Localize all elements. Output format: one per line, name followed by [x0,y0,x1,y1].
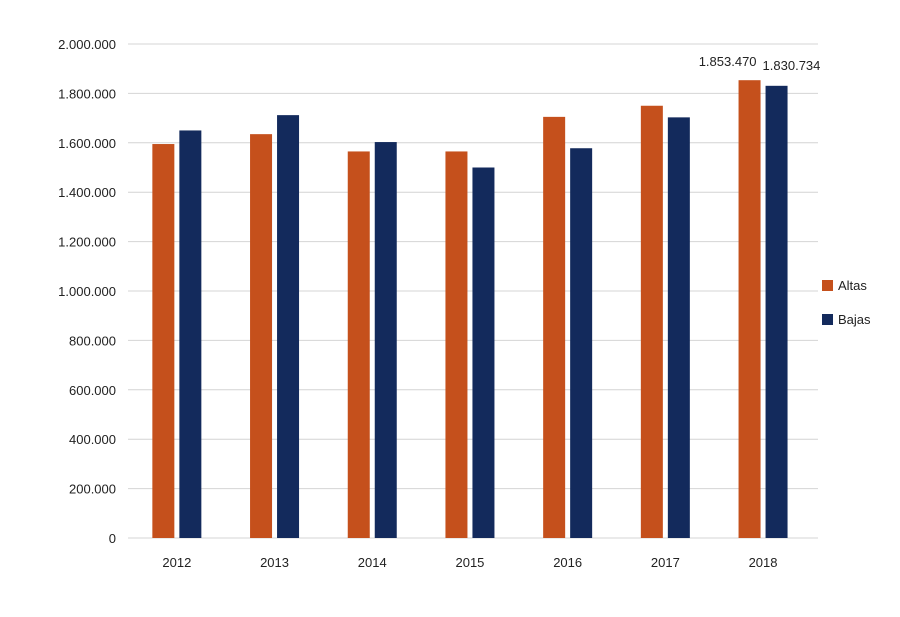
legend-swatch-altas [822,280,833,291]
y-tick-label: 1.800.000 [58,86,116,101]
bar-bajas-2016 [570,148,593,538]
x-tick-label: 2013 [260,555,289,570]
y-tick-label: 600.000 [69,383,116,398]
bar-altas-2015 [445,151,468,538]
y-tick-label: 1.400.000 [58,185,116,200]
bar-altas-2014 [347,151,370,538]
y-tick-label: 200.000 [69,482,116,497]
bars [152,80,788,539]
x-axis-ticks: 2012 2013 2014 2015 2016 2017 2018 [162,555,777,570]
y-tick-label: 1.000.000 [58,284,116,299]
y-axis-ticks: 0 200.000 400.000 600.000 800.000 1.000.000 1.… [58,37,116,546]
bar-altas-2013 [250,134,273,538]
bar-bajas-2015 [472,167,495,538]
y-tick-label: 800.000 [69,333,116,348]
bar-bajas-2014 [374,142,397,538]
bar-bajas-2013 [277,115,300,539]
y-tick-label: 0 [109,531,116,546]
legend-swatch-bajas [822,314,833,325]
bar-bajas-2017 [667,117,690,538]
x-tick-label: 2018 [749,555,778,570]
x-tick-label: 2016 [553,555,582,570]
y-tick-label: 400.000 [69,432,116,447]
y-tick-label: 1.200.000 [58,235,116,250]
data-labels: 1.853.470 1.830.734 [699,54,821,73]
bar-altas-2012 [152,144,175,538]
bar-bajas-2018 [765,85,788,538]
x-tick-label: 2017 [651,555,680,570]
bar-altas-2016 [543,116,566,539]
legend-label-altas: Altas [838,278,867,293]
y-tick-label: 2.000.000 [58,37,116,52]
x-tick-label: 2014 [358,555,387,570]
x-tick-label: 2012 [162,555,191,570]
x-tick-label: 2015 [455,555,484,570]
y-tick-label: 1.600.000 [58,136,116,151]
data-label-altas-2018: 1.853.470 [699,54,757,69]
legend: Altas Bajas [822,278,871,327]
data-label-bajas-2018: 1.830.734 [763,58,821,73]
bar-altas-2018 [738,80,761,539]
bar-bajas-2012 [179,130,202,538]
legend-label-bajas: Bajas [838,312,871,327]
bar-altas-2017 [640,105,663,538]
